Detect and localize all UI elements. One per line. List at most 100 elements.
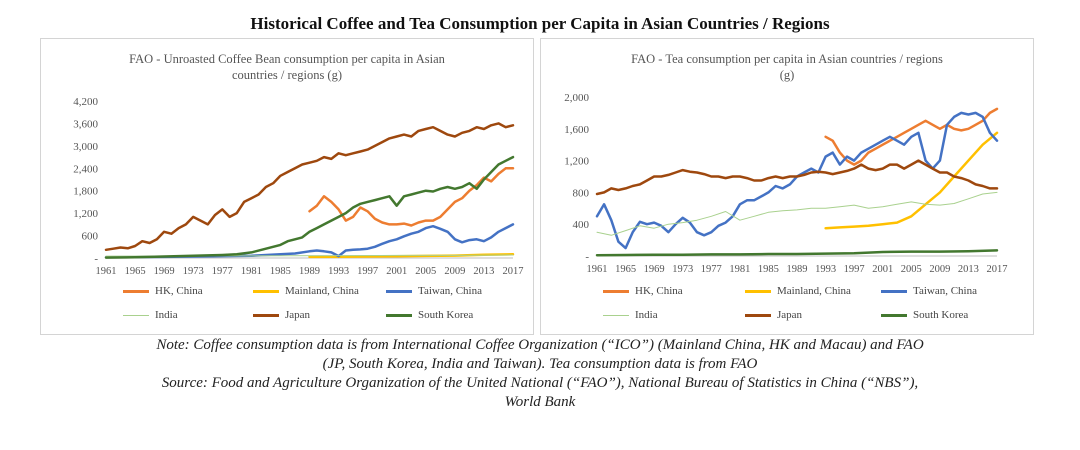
- tea-legend-label: HK, China: [635, 285, 683, 297]
- tea-y-tick-label: 1,600: [564, 124, 589, 136]
- coffee-x-tick-label: 1977: [212, 266, 233, 277]
- coffee-series-hk-china: [308, 167, 515, 227]
- coffee-series-japan: [104, 122, 515, 252]
- coffee-x-tick-label: 2001: [386, 266, 407, 277]
- coffee-x-tick-label: 2005: [415, 266, 436, 277]
- tea-legend-swatch: [881, 313, 907, 317]
- coffee-legend-swatch: [386, 313, 412, 317]
- coffee-chart-plot: 4,200 3,600 3,000 2,400 1,800 1,200 600 -1961 19…: [73, 96, 524, 277]
- tea-x-tick-label: 1977: [701, 264, 722, 275]
- coffee-x-tick-label: 1981: [241, 266, 262, 277]
- tea-y-tick-label: 1,200: [564, 156, 589, 168]
- tea-legend-swatch: [881, 289, 907, 293]
- tea-x-tick-label: 1985: [758, 264, 779, 275]
- tea-x-tick-label: 1969: [644, 264, 665, 275]
- coffee-legend-swatch: [253, 289, 279, 293]
- tea-x-tick-label: 2017: [987, 264, 1008, 275]
- note-line-2: (JP, South Korea, India and Taiwan). Tea…: [322, 356, 758, 372]
- tea-legend-taiwan-china: Taiwan, China: [881, 285, 977, 297]
- tea-legend-label: Japan: [777, 309, 803, 321]
- coffee-x-tick-label: 1965: [125, 266, 146, 277]
- source-line-2: World Bank: [504, 394, 576, 410]
- coffee-legend-japan: Japan: [253, 309, 310, 321]
- tea-series-japan: [595, 159, 999, 196]
- tea-x-tick-label: 1981: [729, 264, 750, 275]
- coffee-legend-label: Mainland, China: [285, 285, 359, 297]
- coffee-x-tick-label: 2009: [444, 266, 465, 277]
- coffee-x-tick-label: 1973: [183, 266, 204, 277]
- tea-x-tick-label: 2005: [901, 264, 922, 275]
- coffee-x-tick-label: 1993: [328, 266, 349, 277]
- coffee-legend-label: South Korea: [418, 309, 474, 321]
- coffee-x-tick-label: 1997: [357, 266, 378, 277]
- tea-x-tick-label: 1997: [844, 264, 865, 275]
- coffee-legend-swatch: [253, 313, 279, 317]
- tea-x-tick-label: 1993: [815, 264, 836, 275]
- tea-legend-japan: Japan: [745, 309, 802, 321]
- note-line-1: Note: Coffee consumption data is from In…: [156, 337, 924, 353]
- coffee-chart-title: FAO - Unroasted Coffee Bean consumption …: [41, 51, 533, 83]
- coffee-y-tick-label: 3,600: [73, 118, 98, 130]
- tea-x-tick-label: 1965: [615, 264, 636, 275]
- coffee-series-south-korea: [104, 155, 515, 259]
- source-line-1: Source: Food and Agriculture Organizatio…: [161, 375, 919, 391]
- coffee-chart-panel: FAO - Unroasted Coffee Bean consumption …: [40, 38, 534, 335]
- coffee-y-tick-label: 4,200: [73, 96, 98, 108]
- tea-y-tick-label: 2,000: [564, 92, 589, 104]
- coffee-legend-swatch: [123, 314, 149, 316]
- coffee-legend-swatch: [386, 289, 412, 293]
- tea-series-mainland-china: [824, 131, 999, 230]
- footnotes: Note: Coffee consumption data is from In…: [0, 336, 1080, 412]
- coffee-legend-label: India: [155, 309, 178, 321]
- coffee-legend-label: HK, China: [155, 285, 203, 297]
- tea-x-tick-label: 2013: [958, 264, 979, 275]
- coffee-y-tick-label: 3,000: [73, 141, 98, 153]
- tea-legend-south-korea: South Korea: [881, 309, 968, 321]
- coffee-legend-india: India: [123, 309, 178, 321]
- coffee-chart-title-line2: countries / regions (g): [231, 68, 343, 82]
- tea-x-tick-label: 2001: [872, 264, 893, 275]
- tea-legend-hk-china: HK, China: [603, 285, 683, 297]
- tea-legend-swatch: [603, 289, 629, 293]
- coffee-legend-hk-china: HK, China: [123, 285, 203, 297]
- coffee-x-tick-label: 2017: [503, 266, 524, 277]
- tea-series-hk-china: [824, 107, 999, 166]
- coffee-y-tick-label: -: [94, 253, 98, 265]
- tea-legend-label: South Korea: [913, 309, 969, 321]
- coffee-legend-mainland-china: Mainland, China: [253, 285, 359, 297]
- coffee-y-tick-label: 1,800: [73, 186, 98, 198]
- coffee-x-tick-label: 2013: [473, 266, 494, 277]
- coffee-legend-label: Taiwan, China: [418, 285, 482, 297]
- tea-series-india: [596, 191, 998, 236]
- coffee-chart-title-line1: FAO - Unroasted Coffee Bean consumption …: [129, 52, 445, 66]
- tea-legend-india: India: [603, 309, 658, 321]
- tea-legend-swatch: [745, 289, 771, 293]
- coffee-y-tick-label: 600: [82, 231, 99, 243]
- tea-legend-label: India: [635, 309, 658, 321]
- tea-y-tick-label: 800: [573, 187, 590, 199]
- coffee-legend-label: Japan: [285, 309, 311, 321]
- tea-x-tick-label: 1989: [787, 264, 808, 275]
- tea-legend-swatch: [603, 314, 629, 316]
- main-title: Historical Coffee and Tea Consumption pe…: [250, 14, 830, 33]
- tea-chart-plot: 2,000 1,600 1,200 800 400 -1961 1965 1969 1973 19…: [564, 92, 1008, 275]
- tea-chart-panel: FAO - Tea consumption per capita in Asia…: [540, 38, 1034, 335]
- tea-x-tick-label: 1961: [587, 264, 608, 275]
- tea-legend-mainland-china: Mainland, China: [745, 285, 851, 297]
- tea-legend-label: Mainland, China: [777, 285, 851, 297]
- tea-series-south-korea: [595, 249, 999, 257]
- tea-legend-label: Taiwan, China: [913, 285, 977, 297]
- tea-x-tick-label: 1973: [672, 264, 693, 275]
- coffee-series-taiwan-china: [104, 223, 515, 259]
- coffee-x-tick-label: 1985: [270, 266, 291, 277]
- coffee-legend-swatch: [123, 289, 149, 293]
- tea-legend-swatch: [745, 313, 771, 317]
- coffee-x-tick-label: 1989: [299, 266, 320, 277]
- coffee-x-tick-label: 1969: [154, 266, 175, 277]
- tea-chart-title: FAO - Tea consumption per capita in Asia…: [541, 51, 1033, 83]
- tea-y-tick-label: -: [585, 251, 589, 263]
- coffee-y-tick-label: 1,200: [73, 208, 98, 220]
- tea-chart-title-line1: FAO - Tea consumption per capita in Asia…: [631, 52, 943, 66]
- coffee-x-tick-label: 1961: [96, 266, 117, 277]
- tea-x-tick-label: 2009: [929, 264, 950, 275]
